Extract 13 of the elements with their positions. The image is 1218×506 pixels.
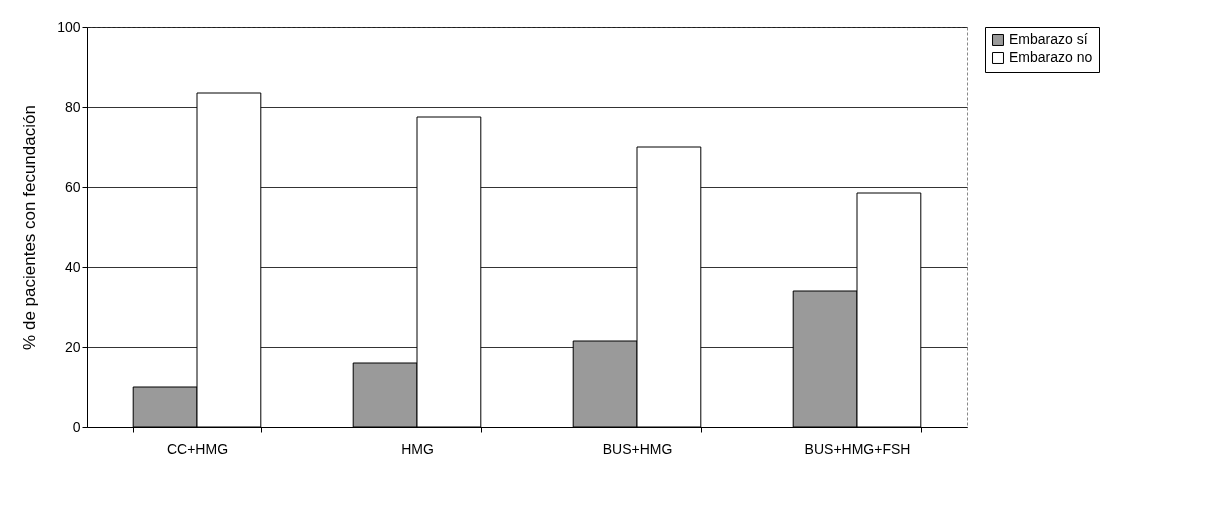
y-axis-title: % de pacientes con fecundación: [20, 105, 40, 350]
y-tick-label: 80: [64, 98, 81, 115]
x-tick-label: HMG: [401, 440, 434, 457]
y-tick-label: 60: [64, 178, 81, 195]
x-tick-label: BUS+HMG+FSH: [804, 440, 911, 457]
legend-label: Embarazo sí: [1009, 31, 1088, 47]
y-tick-label: 20: [64, 338, 81, 355]
x-tick-label: BUS+HMG: [602, 440, 673, 457]
y-tick-label: 100: [57, 18, 81, 35]
y-tick-label: 40: [64, 258, 81, 275]
y-tick-label: 0: [72, 418, 81, 435]
x-tick-label: CC+HMG: [166, 440, 229, 457]
legend-label: Embarazo no: [1009, 49, 1093, 65]
